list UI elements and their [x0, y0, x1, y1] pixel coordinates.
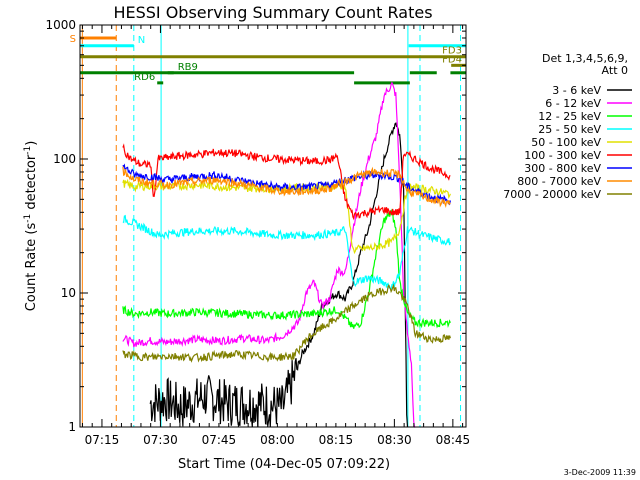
x-tick-label: 08:45 — [436, 433, 471, 447]
legend-header-line: Det 1,3,4,5,6,9, — [542, 52, 628, 65]
y-tick-label: 100 — [53, 152, 76, 166]
status-bar-label-7: RB9 — [178, 62, 198, 73]
x-tick-label: 08:30 — [377, 433, 412, 447]
legend-header-line: Att 0 — [602, 64, 628, 77]
status-bar-label-6: RD6 — [134, 72, 155, 83]
legend-entry-label: 100 - 300 keV — [524, 149, 601, 162]
x-tick-label: 08:15 — [319, 433, 354, 447]
series-lines — [122, 81, 451, 428]
legend-entry-label: 800 - 7000 keV — [517, 175, 601, 188]
y-tick-label: 1 — [68, 420, 76, 434]
series-line-2 — [122, 208, 451, 329]
series-line-6 — [122, 163, 451, 206]
timestamp: 3-Dec-2009 11:39 — [564, 468, 636, 477]
plot-frame — [79, 24, 467, 428]
series-line-7 — [122, 166, 451, 209]
x-tick-label: 07:15 — [85, 433, 120, 447]
legend-entry-label: 3 - 6 keV — [552, 84, 601, 97]
status-bar-label-1: N — [138, 35, 145, 46]
series-line-1 — [122, 81, 416, 428]
x-axis-label: Start Time (04-Dec-05 07:09:22) — [178, 457, 390, 472]
legend-entry-label: 25 - 50 keV — [538, 123, 601, 136]
legend-entry-label: 50 - 100 keV — [531, 136, 601, 149]
series-line-8 — [122, 283, 451, 363]
x-tick-label: 07:45 — [202, 433, 237, 447]
vertical-markers — [81, 25, 462, 427]
status-bar-label-3: FD3 — [442, 46, 462, 57]
y-axis-ticks: 1 10 100 1000 — [45, 18, 466, 434]
legend-entry-label: 7000 - 20000 keV — [503, 188, 601, 201]
x-axis-ticks: 07:15 07:30 07:45 08:00 08:15 08:30 08:45 — [81, 25, 471, 447]
status-bar-label-4: FD4 — [442, 54, 462, 65]
chart-title: HESSI Observing Summary Count Rates — [113, 3, 432, 22]
legend-entry-label: 12 - 25 keV — [538, 110, 601, 123]
legend-entry-label: 6 - 12 keV — [545, 97, 601, 110]
x-tick-label: 07:30 — [143, 433, 178, 447]
series-line-0 — [149, 122, 409, 428]
x-tick-label: 08:00 — [260, 433, 295, 447]
y-tick-label: 10 — [61, 286, 76, 300]
y-tick-label: 1000 — [45, 18, 76, 32]
status-bar-label-0: S — [70, 34, 76, 45]
series-line-5 — [122, 143, 451, 221]
y-axis-label: Count Rate (s-1 detector-1) — [23, 141, 39, 312]
series-line-3 — [122, 214, 451, 293]
legend-entry-label: 300 - 800 keV — [524, 162, 601, 175]
